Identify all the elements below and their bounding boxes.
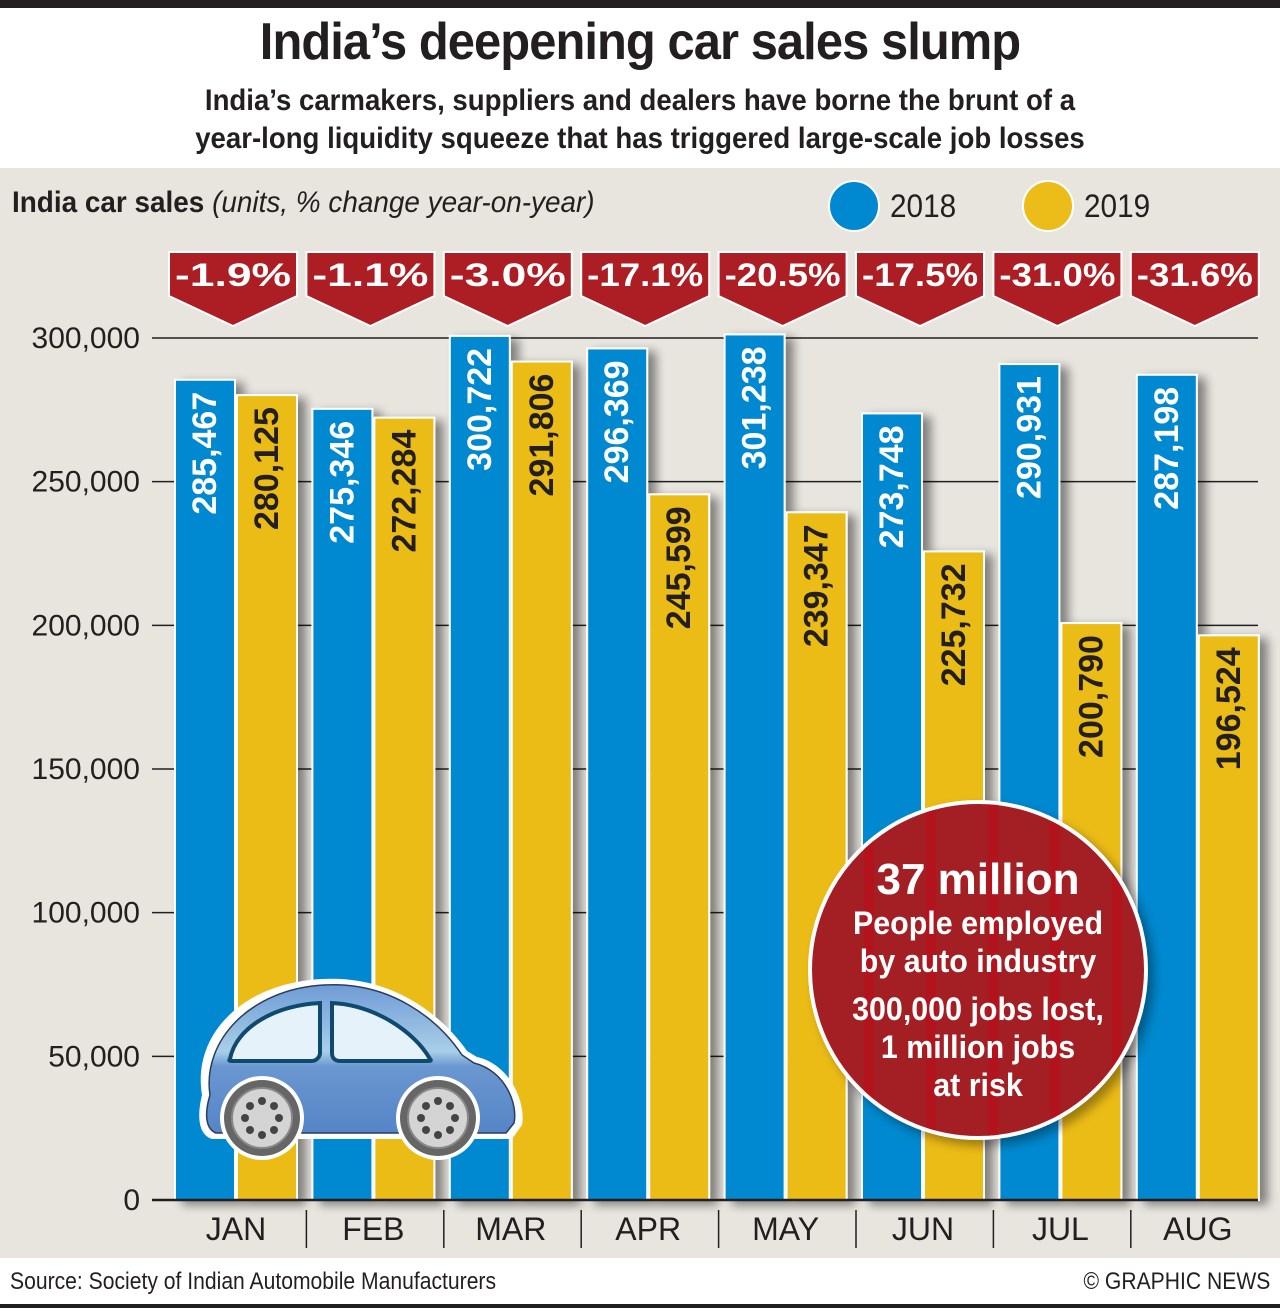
pct-change-label: -3.0% — [450, 257, 566, 293]
pct-change-label: -1.9% — [175, 257, 291, 293]
pct-change-badge — [168, 251, 298, 328]
pct-change-label: -17.1% — [587, 257, 703, 293]
x-tick-label: AUG — [1163, 1211, 1232, 1247]
legend-swatch-2019 — [1022, 180, 1074, 232]
bar-value-label: 239,347 — [798, 524, 836, 647]
pct-change-label: -1.1% — [312, 257, 428, 293]
callout-line-5: at risk — [933, 1067, 1023, 1103]
subtitle-line-2: year-long liquidity squeeze that has tri… — [195, 122, 1085, 155]
pct-change-label: -31.0% — [999, 257, 1115, 293]
bar-value-label: 225,732 — [935, 563, 973, 686]
page-title: India’s deepening car sales slump — [259, 13, 1021, 71]
bar-value-label: 196,524 — [1210, 647, 1248, 770]
bar-2019-mar — [510, 360, 573, 1202]
x-tick-label: APR — [615, 1211, 681, 1247]
legend-item-2018: 2018 — [828, 180, 961, 232]
subtitle-line-1: India’s carmakers, suppliers and dealers… — [204, 84, 1076, 117]
pct-change-badge — [992, 251, 1123, 328]
bar-value-label: 200,790 — [1072, 635, 1110, 758]
pct-change-label: -20.5% — [725, 257, 841, 293]
y-tick-label: 300,000 — [32, 322, 140, 355]
x-tick-label: FEB — [342, 1211, 404, 1247]
x-tick-label: JUL — [1032, 1211, 1089, 1247]
jobs-callout: 37 million People employed by auto indus… — [808, 800, 1148, 1140]
page-subtitle: India’s carmakers, suppliers and dealers… — [51, 82, 1229, 158]
car-rear-window — [227, 1000, 322, 1063]
chart-label: India car sales (units, % change year-on… — [12, 186, 595, 220]
bar-2019-aug — [1197, 634, 1260, 1201]
bar-value-label: 272,284 — [385, 430, 423, 553]
pct-change-badge — [305, 251, 436, 328]
callout-line-3: 300,000 jobs lost, — [852, 991, 1104, 1027]
y-tick-label: 50,000 — [48, 1040, 140, 1073]
y-tick-label: 150,000 — [32, 753, 140, 786]
bar-value-label: 285,467 — [186, 392, 224, 515]
rear-wheel — [220, 1076, 304, 1160]
bar-2019-apr — [648, 493, 711, 1201]
bar-value-label: 296,369 — [598, 360, 636, 483]
pct-change-badge — [580, 251, 711, 328]
car-front-window — [330, 1000, 433, 1063]
bar-value-label: 287,198 — [1148, 387, 1186, 510]
x-tick-label: MAR — [475, 1211, 546, 1247]
source-note: Source: Society of Indian Automobile Man… — [10, 1268, 497, 1295]
y-tick-label: 200,000 — [32, 609, 140, 642]
legend-swatch-2018 — [828, 180, 880, 232]
callout-line-2: by auto industry — [859, 943, 1097, 979]
x-tick-label: JAN — [206, 1211, 266, 1247]
bar-value-label: 301,238 — [736, 346, 774, 469]
bar-value-label: 273,748 — [873, 425, 911, 548]
pct-change-badge — [1129, 251, 1260, 328]
bottom-rule — [0, 1304, 1280, 1308]
callout-line-4: 1 million jobs — [880, 1029, 1076, 1065]
pct-change-badge — [442, 251, 573, 328]
bar-value-label: 290,931 — [1010, 376, 1048, 499]
callout-headline: 37 million — [876, 855, 1080, 904]
pct-change-label: -17.5% — [862, 257, 978, 293]
pct-change-badge — [855, 251, 985, 328]
bar-value-label: 300,722 — [461, 348, 499, 471]
callout-stripes — [812, 804, 1144, 1136]
legend-item-2019: 2019 — [1022, 180, 1155, 232]
legend-label-2019: 2019 — [1084, 187, 1151, 224]
front-wheel — [396, 1076, 480, 1160]
bar-value-label: 275,346 — [323, 421, 361, 544]
bar-2018-aug — [1135, 373, 1198, 1201]
pct-change-label: -31.6% — [1137, 257, 1253, 293]
legend-label-2018: 2018 — [890, 187, 957, 224]
y-tick-label: 100,000 — [32, 897, 140, 930]
chart-label-units: (units, % change year-on-year) — [212, 186, 595, 219]
bar-value-label: 291,806 — [523, 374, 561, 497]
y-tick-label: 250,000 — [32, 466, 140, 499]
x-tick-label: MAY — [752, 1211, 819, 1247]
top-rule — [0, 0, 1280, 8]
credit-note: © GRAPHIC NEWS — [1083, 1268, 1270, 1295]
callout-line-1: People employed — [852, 905, 1104, 941]
chart-label-main: India car sales — [12, 186, 205, 219]
y-tick-label: 0 — [123, 1184, 140, 1217]
car-illustration — [199, 978, 523, 1160]
x-tick-label: JUN — [892, 1211, 954, 1247]
bar-value-label: 245,599 — [660, 506, 698, 629]
pct-change-badge — [717, 251, 848, 328]
bar-value-label: 280,125 — [248, 407, 286, 530]
